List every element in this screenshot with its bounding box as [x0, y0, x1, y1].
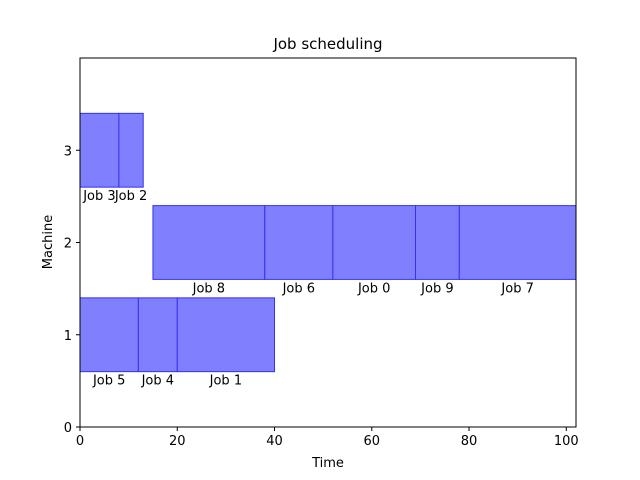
task-bar: [119, 113, 143, 187]
task-label: Job 5: [92, 374, 125, 389]
y-axis-ticks: 0 1 2 3: [64, 144, 80, 436]
task-bar: [80, 298, 138, 372]
chart-title: Job scheduling: [272, 35, 382, 53]
task-label: Job 7: [500, 281, 533, 296]
task-bar: [153, 206, 265, 280]
x-tick-label: 0: [76, 434, 84, 449]
task-label: Job 3: [82, 189, 115, 204]
task-bar: [177, 298, 274, 372]
plot-area: Job 5 Job 4 Job 1 Job 8 Job 6 Job 0 Job 9 Job 7…: [64, 58, 579, 449]
x-tick-label: 60: [363, 434, 380, 449]
task-label: Job 0: [357, 281, 390, 296]
y-axis-label: Machine: [41, 215, 56, 269]
y-tick-label: 1: [64, 329, 72, 344]
task-label: Job 6: [282, 281, 315, 296]
task-bar: [333, 206, 416, 280]
y-tick-label: 3: [64, 144, 72, 159]
task-label: Job 9: [420, 281, 453, 296]
y-tick-label: 2: [64, 237, 72, 252]
x-tick-label: 40: [266, 434, 283, 449]
task-bar: [416, 206, 460, 280]
x-tick-label: 20: [169, 434, 186, 449]
task-label: Job 8: [192, 281, 225, 296]
x-axis-ticks: 0 20 40 60 80 100: [76, 427, 579, 449]
x-axis-label: Time: [311, 456, 344, 471]
task-bar: [138, 298, 177, 372]
task-label: Job 1: [209, 374, 242, 389]
x-tick-label: 80: [461, 434, 478, 449]
task-label: Job 2: [114, 189, 147, 204]
task-label: Job 4: [141, 374, 174, 389]
task-bar: [459, 206, 576, 280]
task-bar: [265, 206, 333, 280]
task-bar: [80, 113, 119, 187]
y-tick-label: 0: [64, 421, 72, 436]
x-tick-label: 100: [554, 434, 579, 449]
